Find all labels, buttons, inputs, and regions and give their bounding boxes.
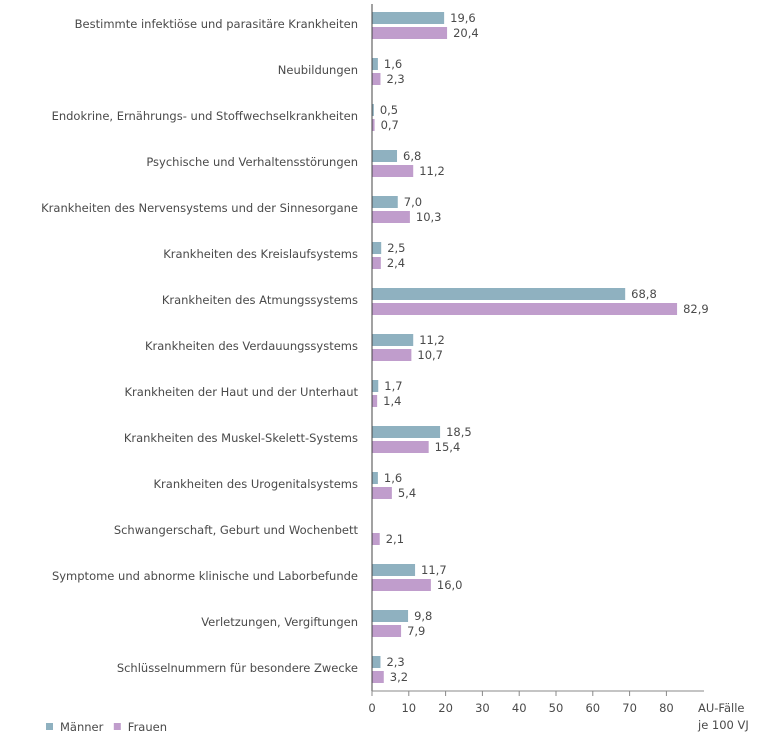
bar-männer (372, 472, 378, 484)
bar-frauen (372, 441, 429, 453)
data-label: 1,7 (384, 379, 402, 393)
x-tick-label: 0 (368, 701, 375, 715)
category-label: Psychische und Verhaltensstörungen (146, 155, 358, 169)
bar-frauen (372, 579, 431, 591)
data-label: 11,7 (421, 563, 447, 577)
bar-männer (372, 334, 414, 346)
data-label: 3,2 (390, 670, 408, 684)
bar-frauen (372, 257, 381, 269)
bar-männer (372, 288, 626, 300)
bar-männer (372, 610, 409, 622)
data-label: 11,2 (419, 333, 445, 347)
data-label: 9,8 (414, 609, 432, 623)
category-label: Verletzungen, Vergiftungen (201, 615, 358, 629)
x-tick-label: 10 (401, 701, 416, 715)
bar-frauen (372, 73, 381, 85)
bar-frauen (372, 533, 380, 545)
bar-männer (372, 196, 398, 208)
category-label: Krankheiten des Nervensystems und der Si… (41, 201, 358, 215)
category-label: Krankheiten des Kreislaufsystems (163, 247, 358, 261)
category-label: Schwangerschaft, Geburt und Wochenbett (114, 523, 359, 537)
category-label: Bestimmte infektiöse und parasitäre Kran… (75, 17, 358, 31)
data-label: 19,6 (450, 11, 476, 25)
data-label: 15,4 (435, 440, 461, 454)
data-label: 6,8 (403, 149, 421, 163)
bar-männer (372, 12, 445, 24)
data-label: 5,4 (398, 486, 416, 500)
data-label: 2,5 (387, 241, 405, 255)
data-label: 0,5 (380, 103, 398, 117)
category-label: Neubildungen (278, 63, 358, 77)
legend-label: Frauen (128, 720, 167, 734)
data-label: 0,7 (381, 118, 399, 132)
bar-männer (372, 150, 398, 162)
x-tick-label: 50 (549, 701, 564, 715)
data-label: 16,0 (437, 578, 463, 592)
category-label: Endokrine, Ernährungs- und Stoffwechselk… (52, 109, 358, 123)
x-tick-label: 70 (622, 701, 637, 715)
data-label: 1,6 (384, 57, 402, 71)
bar-männer (372, 242, 382, 254)
bar-frauen (372, 487, 392, 499)
data-label: 2,4 (387, 256, 405, 270)
x-axis-label: je 100 VJ (697, 718, 749, 732)
category-label: Symptome und abnorme klinische und Labor… (52, 569, 358, 583)
data-label: 2,1 (386, 532, 404, 546)
data-label: 2,3 (386, 655, 404, 669)
category-label: Krankheiten des Muskel-Skelett-Systems (124, 431, 358, 445)
bar-frauen (372, 27, 448, 39)
data-label: 82,9 (683, 302, 709, 316)
bar-frauen (372, 671, 384, 683)
bar-frauen (372, 625, 402, 637)
legend-swatch (46, 723, 53, 730)
x-tick-label: 30 (475, 701, 490, 715)
bar-frauen (372, 165, 414, 177)
category-label: Krankheiten des Atmungssystems (162, 293, 358, 307)
x-tick-label: 80 (659, 701, 674, 715)
bar-männer (372, 58, 378, 70)
x-tick-label: 60 (585, 701, 600, 715)
category-label: Schlüsselnummern für besondere Zwecke (117, 661, 358, 675)
data-label: 1,6 (384, 471, 402, 485)
bar-männer (372, 656, 381, 668)
bar-frauen (372, 303, 678, 315)
x-tick-label: 40 (512, 701, 527, 715)
data-label: 11,2 (419, 164, 445, 178)
bar-männer (372, 426, 441, 438)
category-label: Krankheiten des Urogenitalsystems (154, 477, 358, 491)
data-label: 7,0 (404, 195, 422, 209)
category-label: Krankheiten des Verdauungssystems (145, 339, 358, 353)
data-label: 18,5 (446, 425, 472, 439)
bar-frauen (372, 395, 378, 407)
data-label: 68,8 (631, 287, 657, 301)
category-label: Krankheiten der Haut und der Unterhaut (125, 385, 359, 399)
legend-swatch (113, 723, 121, 730)
data-label: 2,3 (386, 72, 404, 86)
bar-männer (372, 380, 379, 392)
bar-frauen (372, 211, 410, 223)
bar-frauen (372, 349, 412, 361)
data-label: 10,3 (416, 210, 442, 224)
x-axis-label: AU-Fälle (698, 701, 745, 715)
bar-männer (372, 104, 374, 116)
data-label: 1,4 (383, 394, 401, 408)
data-label: 10,7 (417, 348, 443, 362)
data-label: 20,4 (453, 26, 479, 40)
legend-label: Männer (60, 720, 104, 734)
data-label: 7,9 (407, 624, 425, 638)
x-tick-label: 20 (438, 701, 453, 715)
bar-frauen (372, 119, 375, 131)
bar-männer (372, 564, 416, 576)
